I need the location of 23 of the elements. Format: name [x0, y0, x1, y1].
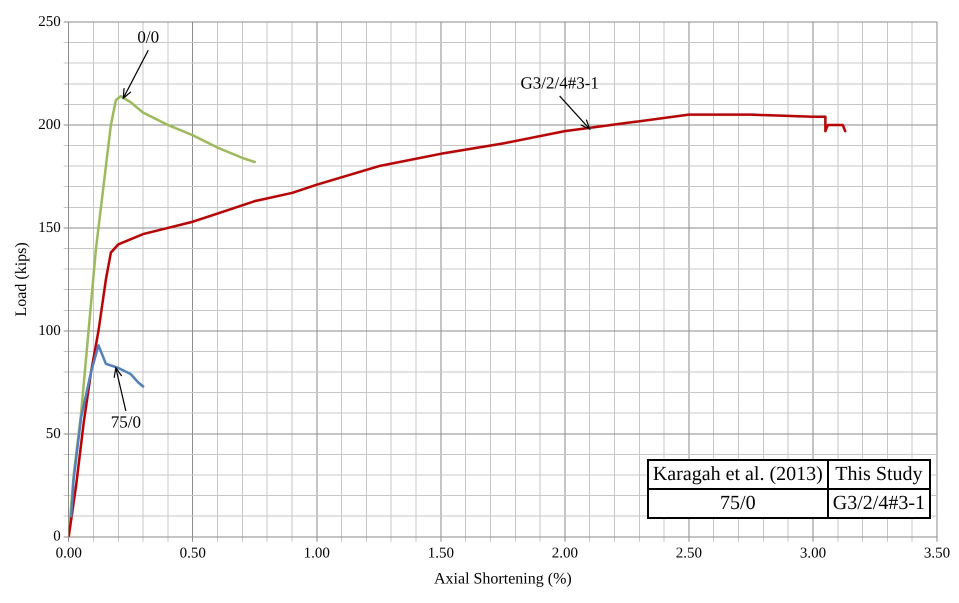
y-axis-title: Load (kips) — [12, 242, 30, 316]
x-axis-title: Axial Shortening (%) — [434, 570, 572, 588]
x-tick-label: 2.00 — [552, 546, 578, 562]
annotation: Karagah et al. (2013) — [648, 460, 828, 489]
annotation: This Study — [828, 460, 930, 489]
annotation: 0/0 — [137, 28, 160, 47]
x-tick-label: 3.50 — [924, 546, 950, 562]
y-tick-label: 0 — [53, 528, 61, 545]
x-tick-label: 2.50 — [676, 546, 702, 562]
annotation: G3/2/4#3-1 — [828, 489, 930, 518]
y-tick-label: 150 — [38, 220, 61, 236]
y-tick-label: 250 — [38, 14, 61, 30]
x-tick-label: 1.00 — [304, 546, 330, 562]
x-tick-label: 1.50 — [428, 546, 454, 562]
x-tick-label: 0.00 — [56, 546, 82, 562]
x-tick-label: 0.50 — [180, 546, 206, 562]
x-tick-label: 3.00 — [800, 546, 826, 562]
y-tick-label: 50 — [46, 426, 61, 442]
annotation: 75/0 — [110, 412, 141, 432]
y-tick-label: 100 — [38, 322, 61, 339]
annotation: G3/2/4#3-1 — [520, 74, 599, 93]
annotation: 75/0 — [648, 489, 828, 518]
y-tick-label: 200 — [38, 116, 61, 133]
